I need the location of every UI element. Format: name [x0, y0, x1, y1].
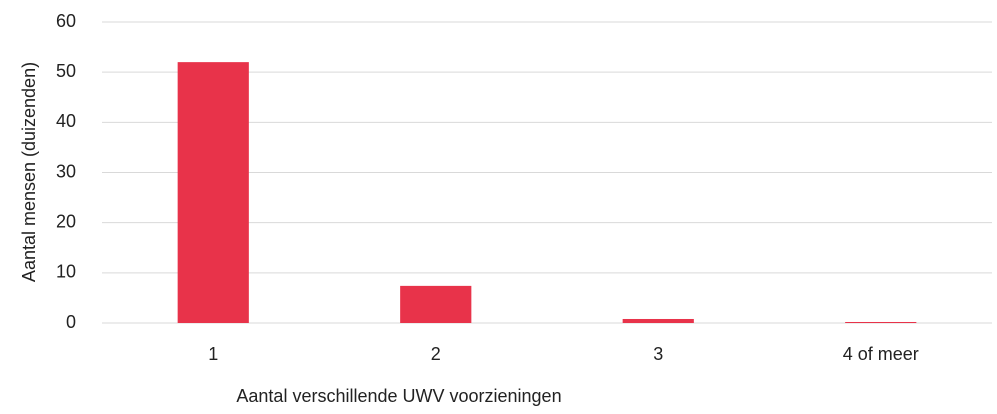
- x-tick-label: 2: [431, 344, 441, 364]
- y-tick-label: 60: [56, 11, 76, 31]
- y-axis-label: Aantal mensen (duizenden): [19, 62, 39, 282]
- bar: [400, 285, 472, 323]
- y-tick-label: 30: [56, 161, 76, 181]
- bar: [177, 62, 249, 324]
- y-tick-label: 10: [56, 262, 76, 282]
- x-tick-label: 3: [653, 344, 663, 364]
- y-tick-label: 50: [56, 61, 76, 81]
- bar: [845, 321, 917, 323]
- x-tick-label: 1: [208, 344, 218, 364]
- x-tick-label: 4 of meer: [843, 344, 919, 364]
- x-axis-label: Aantal verschillende UWV voorzieningen: [236, 386, 561, 406]
- bar: [622, 318, 694, 323]
- y-tick-label: 40: [56, 111, 76, 131]
- y-tick-label: 0: [66, 312, 76, 332]
- y-tick-label: 20: [56, 211, 76, 231]
